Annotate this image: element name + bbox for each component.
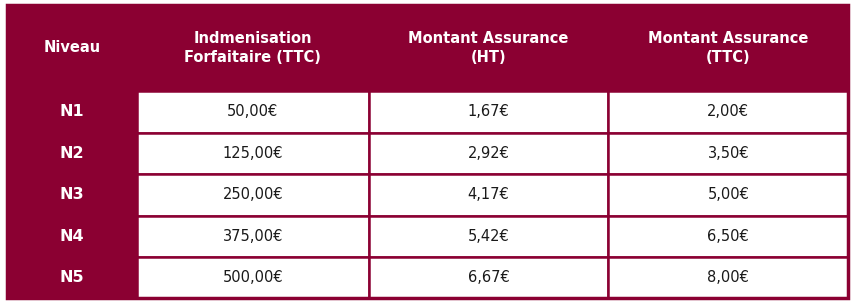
Text: 50,00€: 50,00€ <box>227 105 279 119</box>
FancyBboxPatch shape <box>369 91 609 133</box>
Text: 2,92€: 2,92€ <box>468 146 510 161</box>
FancyBboxPatch shape <box>609 174 848 215</box>
FancyBboxPatch shape <box>7 91 138 133</box>
Text: 1,67€: 1,67€ <box>468 105 510 119</box>
FancyBboxPatch shape <box>609 133 848 174</box>
Text: 2,00€: 2,00€ <box>707 105 749 119</box>
Text: N5: N5 <box>60 270 85 285</box>
Text: N3: N3 <box>60 187 85 202</box>
FancyBboxPatch shape <box>7 174 138 215</box>
FancyBboxPatch shape <box>609 91 848 133</box>
Text: N2: N2 <box>60 146 85 161</box>
Text: 6,50€: 6,50€ <box>707 229 749 244</box>
FancyBboxPatch shape <box>369 257 609 298</box>
FancyBboxPatch shape <box>138 5 369 91</box>
FancyBboxPatch shape <box>369 5 609 91</box>
FancyBboxPatch shape <box>138 91 369 133</box>
FancyBboxPatch shape <box>609 215 848 257</box>
Text: 125,00€: 125,00€ <box>222 146 283 161</box>
FancyBboxPatch shape <box>369 215 609 257</box>
Text: 500,00€: 500,00€ <box>222 270 283 285</box>
FancyBboxPatch shape <box>7 5 138 91</box>
Text: N1: N1 <box>60 105 85 119</box>
Text: N4: N4 <box>60 229 85 244</box>
Text: 250,00€: 250,00€ <box>222 187 283 202</box>
Text: 375,00€: 375,00€ <box>223 229 283 244</box>
FancyBboxPatch shape <box>138 133 369 174</box>
Text: 3,50€: 3,50€ <box>707 146 749 161</box>
Text: Indmenisation
Forfaitaire (TTC): Indmenisation Forfaitaire (TTC) <box>185 31 321 65</box>
FancyBboxPatch shape <box>609 5 848 91</box>
FancyBboxPatch shape <box>7 215 138 257</box>
FancyBboxPatch shape <box>7 257 138 298</box>
FancyBboxPatch shape <box>369 133 609 174</box>
Text: 4,17€: 4,17€ <box>468 187 510 202</box>
Text: 5,00€: 5,00€ <box>707 187 749 202</box>
Text: 8,00€: 8,00€ <box>707 270 749 285</box>
FancyBboxPatch shape <box>138 174 369 215</box>
FancyBboxPatch shape <box>609 257 848 298</box>
FancyBboxPatch shape <box>7 133 138 174</box>
Text: Montant Assurance
(TTC): Montant Assurance (TTC) <box>648 31 809 65</box>
Text: 5,42€: 5,42€ <box>468 229 510 244</box>
FancyBboxPatch shape <box>138 215 369 257</box>
Text: Montant Assurance
(HT): Montant Assurance (HT) <box>409 31 569 65</box>
FancyBboxPatch shape <box>138 257 369 298</box>
FancyBboxPatch shape <box>369 174 609 215</box>
Text: 6,67€: 6,67€ <box>468 270 510 285</box>
Text: Niveau: Niveau <box>44 40 101 55</box>
